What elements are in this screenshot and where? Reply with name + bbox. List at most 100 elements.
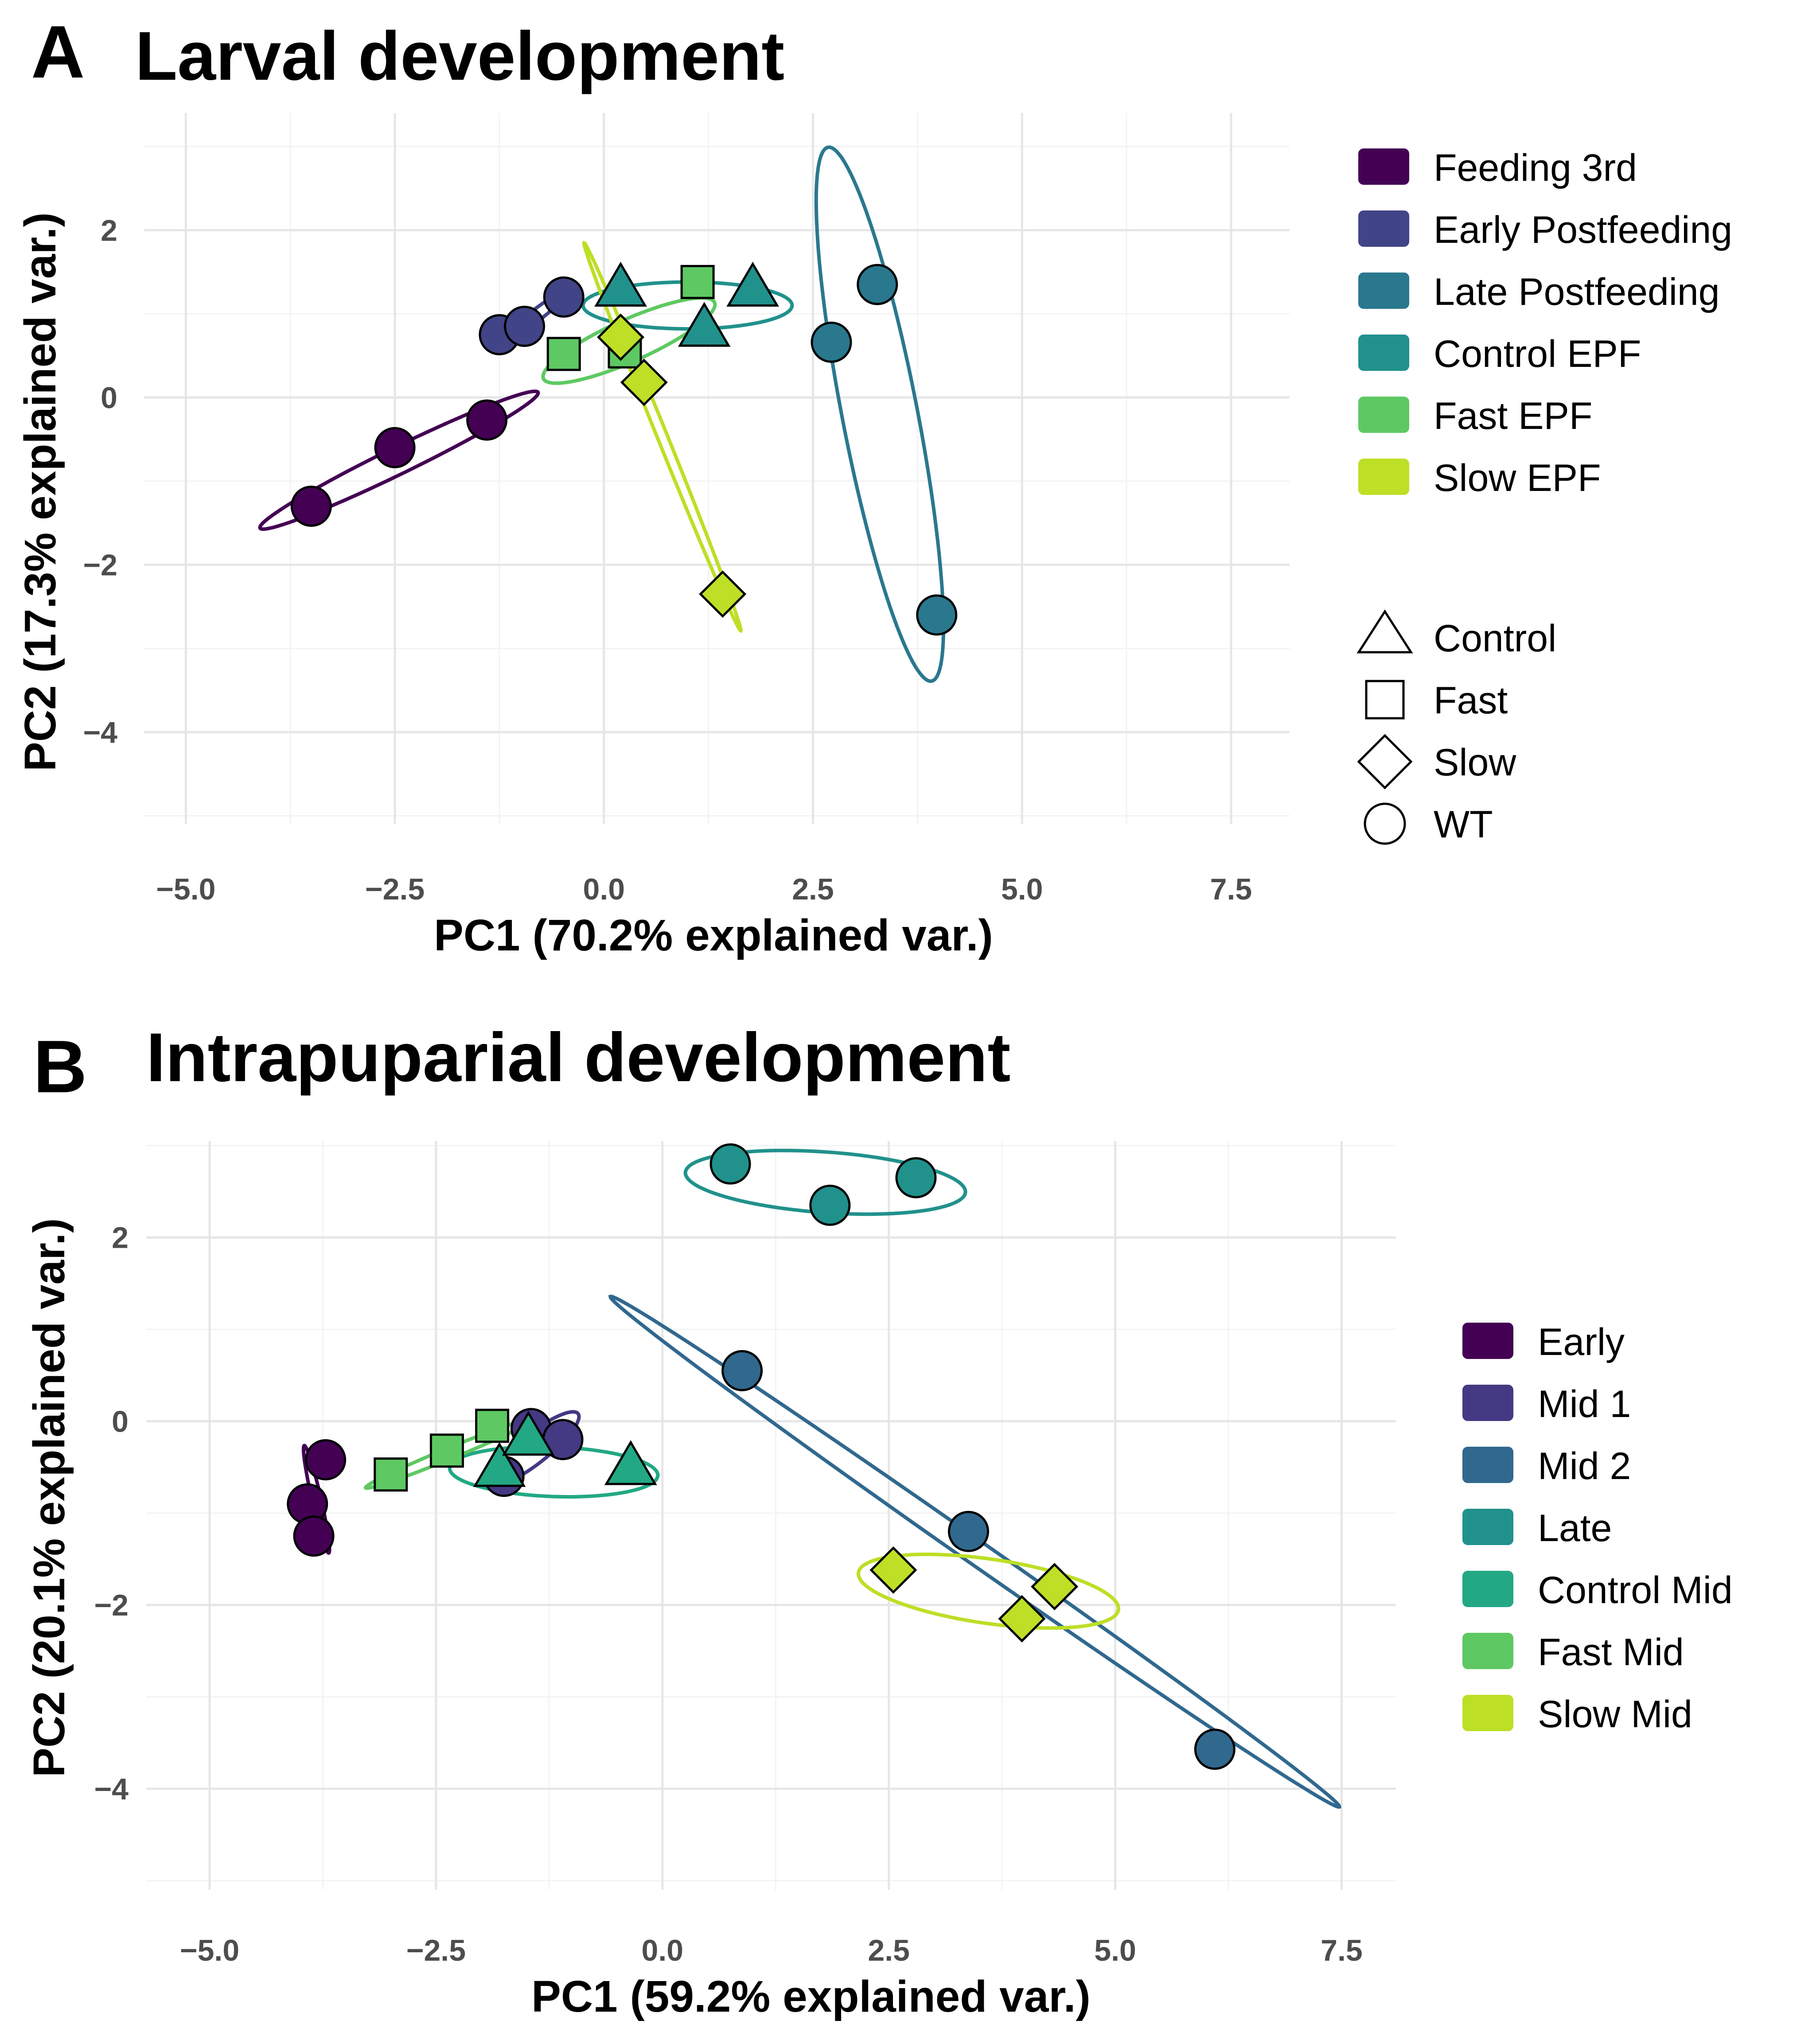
panel-b-x-axis-title: PC1 (59.2% explained var.) [531,1972,1091,2021]
point-fast-epf [680,265,715,299]
legend-item-control-mid: Control Mid [1462,1569,1733,1612]
panel-a-letter: A [31,10,85,93]
panel-a-tick-labels: −5.0 −2.5 0.0 2.5 5.0 7.5 −4 −2 0 2 [83,214,1252,906]
y-tick-label: 2 [112,1221,129,1255]
point-early-postfeeding [543,276,585,318]
circle-icon [1364,802,1406,845]
point-fast-mid [475,1409,510,1443]
legend-label-feeding-3rd: Feeding 3rd [1434,147,1637,189]
legend-item-early: Early [1462,1321,1625,1363]
point-fast-epf [546,337,581,371]
triangle-icon [1356,609,1413,654]
point-control-mid [604,1440,657,1485]
point-mid-2 [1194,1729,1236,1770]
legend-item-slow-shape: Slow [1357,734,1516,790]
panel-a-points [290,261,958,636]
panel-b: B Intrapuparial development −5.0 −2.5 0.0 2… [24,1019,1733,2021]
x-tick-label: 5.0 [1094,1934,1136,1967]
x-tick-label: 2.5 [792,872,834,906]
point-control-mid [473,1442,526,1487]
panel-b-gridlines [146,1141,1396,1890]
legend-key-feeding-3rd [1358,148,1409,185]
point-late-postfeeding [916,594,958,636]
point-feeding-3rd [374,427,416,468]
legend-label-late-postfeeding: Late Postfeeding [1434,271,1720,313]
legend-item-control-epf: Control EPF [1358,333,1641,375]
legend-label-fast-epf: Fast EPF [1434,395,1592,437]
panel-a-gridlines [144,113,1290,824]
legend-label-fast: Fast [1434,679,1508,722]
y-tick-label: 2 [101,214,117,247]
point-late [809,1184,851,1226]
point-slow-epf [620,358,668,406]
legend-key-early [1462,1323,1513,1359]
x-tick-label: 5.0 [1001,872,1043,906]
panel-a-ellipses [258,145,946,683]
legend-label-slow-epf: Slow EPF [1434,457,1601,499]
legend-color-keys: Feeding 3rd Early Postfeeding Late Postf… [1358,147,1732,499]
legend-item-fast-shape: Fast [1365,679,1508,722]
panel-b-points [287,1143,1236,1770]
legend-item-late: Late [1462,1507,1612,1550]
legend-label-mid-1: Mid 1 [1538,1383,1631,1425]
point-late-postfeeding [811,321,852,363]
x-tick-label: 0.0 [642,1934,684,1967]
legend-item-control-shape: Control [1356,609,1556,660]
legend-label-slow-mid: Slow Mid [1538,1693,1692,1736]
y-tick-label: 0 [101,381,117,415]
legend-item-slow-epf: Slow EPF [1358,457,1601,499]
point-feeding-3rd [290,485,332,527]
panel-a-title: Larval development [135,18,784,95]
legend-label-control-epf: Control EPF [1434,333,1641,375]
ellipse-feeding-3rd [258,389,540,531]
point-slow-epf [596,313,645,361]
point-early [305,1439,347,1481]
point-early-postfeeding [504,306,546,347]
panel-b-ellipses [301,1149,1341,1809]
point-slow-mid [869,1546,917,1594]
legend-key-mid-1 [1462,1385,1513,1421]
point-slow-mid [1031,1563,1079,1611]
ellipse-late-postfeeding [814,145,946,683]
square-icon [1365,680,1405,720]
panel-a-legend: Feeding 3rd Early Postfeeding Late Postf… [1356,147,1732,846]
point-control-epf [594,261,647,307]
point-late [895,1157,937,1199]
point-mid-2 [947,1511,989,1552]
point-fast-mid [374,1457,408,1492]
panel-a-y-axis-title: PC2 (17.3% explained var.) [16,212,65,771]
point-control-epf [678,302,731,347]
panel-b-legend: Early Mid 1 Mid 2 Late Control Mid Fast … [1462,1321,1733,1736]
x-tick-label: −2.5 [406,1934,466,1967]
point-slow-epf [699,570,747,618]
legend-item-mid-2: Mid 2 [1462,1445,1631,1487]
legend-label-early-postfeeding: Early Postfeeding [1434,209,1732,251]
legend-label-control-mid: Control Mid [1538,1569,1733,1612]
legend-label-control: Control [1434,617,1556,660]
point-control-mid [502,1410,555,1456]
x-tick-label: −5.0 [180,1934,239,1967]
legend-item-slow-mid: Slow Mid [1462,1693,1692,1736]
legend-key-mid-2 [1462,1447,1513,1483]
panel-b-tick-labels: −5.0 −2.5 0.0 2.5 5.0 7.5 −4 −2 0 2 [94,1221,1362,1967]
y-tick-label: −2 [94,1588,129,1622]
x-tick-label: 2.5 [868,1934,910,1967]
legend-key-early-postfeeding [1358,210,1409,247]
legend-label-late: Late [1538,1507,1612,1550]
panel-a-x-axis-title: PC1 (70.2% explained var.) [434,911,993,960]
point-fast-mid [429,1433,464,1468]
point-feeding-3rd [466,399,508,441]
y-tick-label: −2 [83,549,117,582]
ellipse-mid-2 [608,1294,1341,1809]
point-slow-mid [998,1595,1046,1643]
x-tick-label: 7.5 [1321,1934,1363,1967]
legend-key-late-postfeeding [1358,273,1409,309]
legend-item-early-postfeeding: Early Postfeeding [1358,209,1732,251]
legend-item-feeding-3rd: Feeding 3rd [1358,147,1637,189]
x-tick-label: 0.0 [583,872,625,906]
y-tick-label: 0 [112,1405,129,1438]
legend-item-late-postfeeding: Late Postfeeding [1358,271,1720,313]
point-late-postfeeding [857,264,898,305]
x-tick-label: −2.5 [365,872,425,906]
